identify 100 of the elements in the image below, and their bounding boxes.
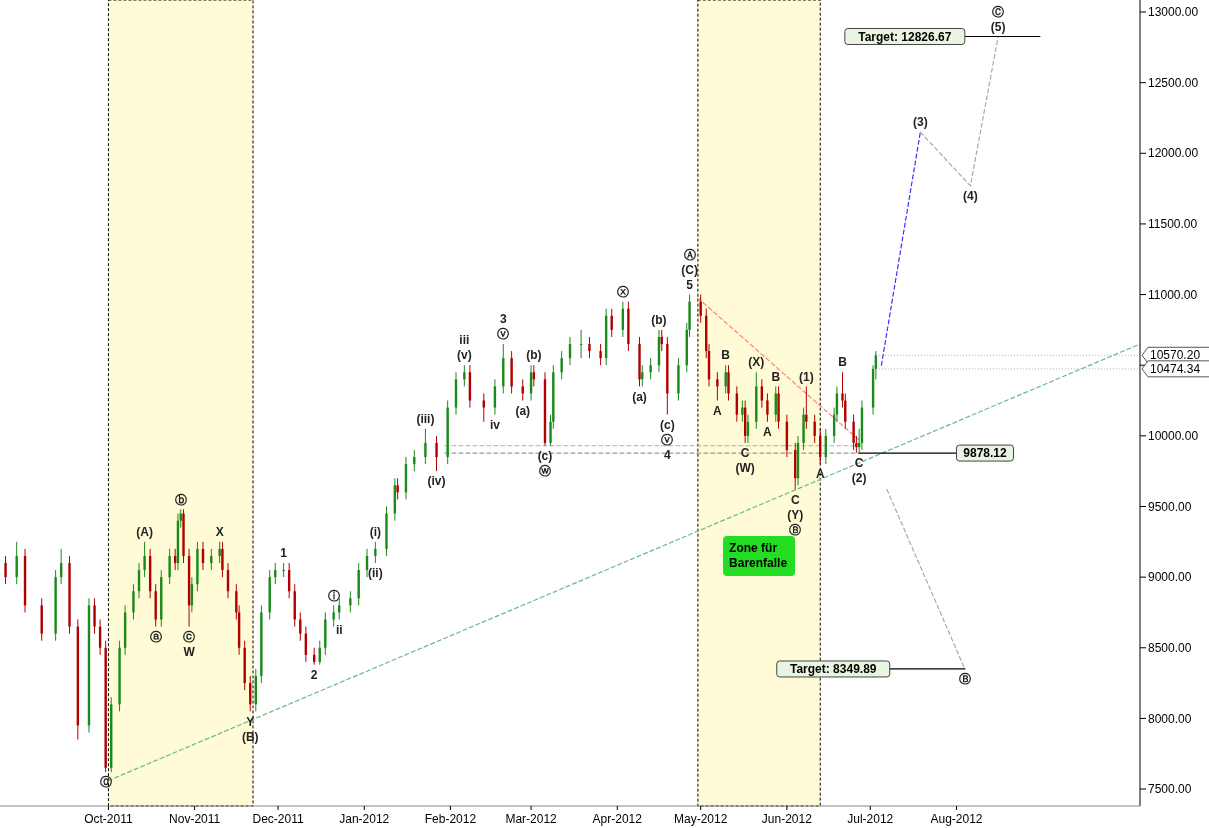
annotation: 4 bbox=[663, 447, 671, 462]
candlestick bbox=[727, 364, 730, 402]
candlestick bbox=[210, 548, 213, 571]
candlestick bbox=[221, 541, 224, 578]
candlestick bbox=[93, 597, 96, 635]
annotation: C bbox=[790, 492, 800, 507]
annotation: (b) bbox=[651, 313, 667, 328]
candlestick bbox=[579, 329, 583, 359]
candlestick bbox=[424, 428, 427, 465]
x-tick-label: Nov-2011 bbox=[169, 812, 221, 826]
candlestick bbox=[716, 371, 719, 402]
candlestick bbox=[15, 541, 18, 585]
candlestick bbox=[588, 336, 591, 359]
y-tick-label: 9000.00 bbox=[1148, 570, 1192, 585]
annotation: (c) bbox=[659, 417, 675, 432]
annotation: Ⓑ bbox=[789, 522, 802, 537]
annotation: ⓘ bbox=[327, 588, 340, 603]
y-tick-label: 8000.00 bbox=[1148, 711, 1192, 726]
y-tick-label: 11500.00 bbox=[1148, 217, 1198, 232]
annotation: W bbox=[183, 644, 196, 659]
annotation: ⓥ bbox=[497, 327, 510, 342]
annotation: 9878.12 bbox=[963, 446, 1007, 461]
annotation: ⓪ bbox=[99, 775, 112, 790]
y-tick-label: 11000.00 bbox=[1148, 287, 1198, 302]
annotation: ii bbox=[335, 622, 343, 637]
candlestick bbox=[4, 555, 7, 585]
y-tick-label: 9500.00 bbox=[1148, 499, 1192, 514]
candlestick bbox=[813, 414, 816, 444]
candlestick bbox=[766, 392, 769, 423]
annotation: Y bbox=[246, 714, 255, 729]
annotation: ⓧ bbox=[616, 284, 629, 299]
annotation: 1 bbox=[280, 546, 288, 561]
y-tick-label: 12500.00 bbox=[1148, 75, 1199, 90]
y-tick-label: 7500.00 bbox=[1148, 782, 1192, 797]
x-tick-label: Oct-2011 bbox=[84, 812, 133, 826]
candlestick bbox=[699, 294, 702, 324]
annotation: (4) bbox=[963, 188, 978, 203]
annotation: (5) bbox=[990, 19, 1006, 34]
annotation: (b) bbox=[526, 348, 542, 363]
x-tick-label: Apr-2012 bbox=[592, 812, 643, 826]
annotation: (A) bbox=[136, 525, 153, 540]
candlestick bbox=[332, 604, 335, 628]
annotation: (1) bbox=[799, 369, 814, 384]
candlestick bbox=[396, 477, 399, 500]
annotation: 3 bbox=[499, 312, 507, 327]
y-tick-label: 8500.00 bbox=[1148, 640, 1192, 655]
candlestick bbox=[168, 548, 171, 585]
candlestick bbox=[649, 357, 652, 380]
x-tick-label: Aug-2012 bbox=[930, 812, 983, 826]
x-tick-label: May-2012 bbox=[674, 812, 728, 826]
candlestick bbox=[218, 541, 221, 564]
annotation: (W) bbox=[735, 461, 755, 476]
annotation: (i) bbox=[369, 525, 382, 540]
annotation: (c) bbox=[537, 448, 553, 463]
annotation: 2 bbox=[310, 667, 318, 682]
x-tick-label: Feb-2012 bbox=[424, 812, 477, 826]
annotation: Ⓑ bbox=[958, 672, 971, 687]
annotation: ⓑ bbox=[174, 492, 187, 507]
annotation: B bbox=[771, 369, 781, 384]
annotation: Ⓐ bbox=[683, 247, 696, 262]
y-tick-label: 12000.00 bbox=[1148, 146, 1199, 161]
annotation: (iv) bbox=[427, 474, 446, 489]
annotation: (a) bbox=[515, 403, 531, 418]
annotation: B bbox=[721, 348, 731, 363]
x-tick-label: Dec-2011 bbox=[252, 812, 304, 826]
annotation: (X) bbox=[748, 355, 765, 370]
annotation: iv bbox=[489, 417, 501, 432]
annotation: (2) bbox=[851, 471, 867, 486]
candlestick bbox=[282, 562, 285, 578]
annotation: (Y) bbox=[787, 507, 804, 522]
annotation: (B) bbox=[241, 729, 259, 744]
annotation: ⓒ bbox=[183, 629, 196, 644]
annotation: 5 bbox=[686, 277, 694, 292]
annotation: 10474.34 bbox=[1150, 362, 1201, 377]
x-tick-label: Jan-2012 bbox=[339, 812, 390, 826]
annotation: ⓐ bbox=[149, 629, 162, 644]
x-tick-label: Mar-2012 bbox=[505, 812, 558, 826]
annotation: A bbox=[815, 467, 825, 482]
annotation: 10570.20 bbox=[1150, 348, 1201, 363]
annotation: (a) bbox=[632, 389, 647, 404]
annotation: C bbox=[740, 446, 750, 461]
candlestick bbox=[349, 590, 352, 613]
candlestick bbox=[132, 583, 135, 621]
y-tick-label: 10000.00 bbox=[1148, 429, 1199, 444]
annotation: A bbox=[713, 403, 723, 418]
annotation: C bbox=[854, 456, 864, 471]
annotation: (v) bbox=[457, 348, 472, 363]
annotation: B bbox=[838, 355, 848, 370]
x-tick-label: Jul-2012 bbox=[847, 812, 894, 826]
annotation: X bbox=[215, 525, 224, 540]
y-tick-label: 13000.00 bbox=[1148, 5, 1199, 20]
annotation: (3) bbox=[913, 115, 928, 130]
x-tick-label: Jun-2012 bbox=[761, 812, 813, 826]
candlestick bbox=[560, 350, 563, 380]
annotation: iii bbox=[459, 333, 470, 348]
annotation: (iii) bbox=[416, 411, 435, 426]
annotation: ⓥ bbox=[661, 432, 674, 447]
annotation: Target: 8349.89 bbox=[790, 662, 877, 677]
candlestick bbox=[852, 414, 855, 451]
candlestick bbox=[805, 385, 808, 430]
